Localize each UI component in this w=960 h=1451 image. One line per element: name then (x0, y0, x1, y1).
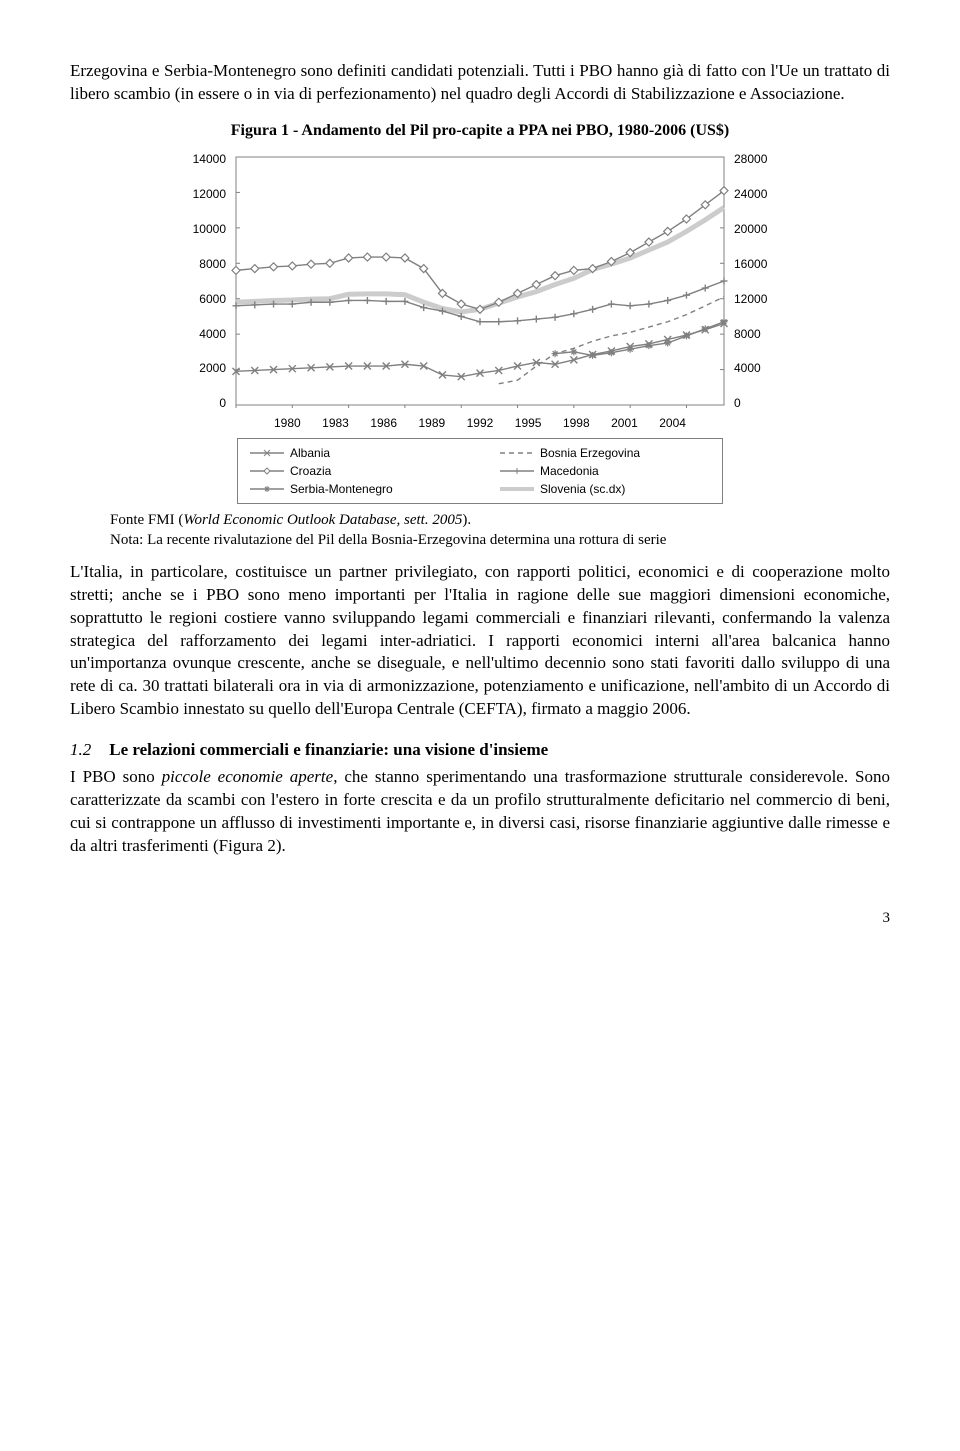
subheading: 1.2 Le relazioni commerciali e finanziari… (70, 739, 890, 762)
legend-item: Macedonia (500, 463, 710, 479)
chart-yaxis-left: 14000120001000080006000400020000 (189, 151, 230, 411)
chart-svg (230, 151, 730, 411)
subheading-number: 1.2 (70, 740, 91, 759)
legend-item: Croazia (250, 463, 460, 479)
page-number: 3 (70, 908, 890, 928)
legend-item: Serbia-Montenegro (250, 481, 460, 497)
chart-legend: Albania Bosnia Erzegovina Croazia Macedonia… (237, 438, 723, 505)
figure-chart: 14000120001000080006000400020000 2800024… (70, 151, 890, 504)
figure-title: Figura 1 - Andamento del Pil pro-capite … (70, 120, 890, 142)
chart-yaxis-right: 2800024000200001600012000800040000 (730, 151, 771, 411)
legend-item: Slovenia (sc.dx) (500, 481, 710, 497)
figure-source: Fonte FMI (World Economic Outlook Databa… (110, 510, 890, 551)
paragraph-2: L'Italia, in particolare, costituisce un… (70, 561, 890, 722)
legend-item: Bosnia Erzegovina (500, 445, 710, 461)
chart-xaxis: 198019831986198919921995199820012004 (230, 415, 730, 431)
figure-note-2: Nota: La recente rivalutazione del Pil d… (110, 532, 666, 548)
paragraph-1: Erzegovina e Serbia-Montenegro sono defi… (70, 60, 890, 106)
subheading-title: Le relazioni commerciali e finanziarie: … (109, 740, 548, 759)
paragraph-3: I PBO sono piccole economie aperte, che … (70, 766, 890, 858)
legend-item: Albania (250, 445, 460, 461)
